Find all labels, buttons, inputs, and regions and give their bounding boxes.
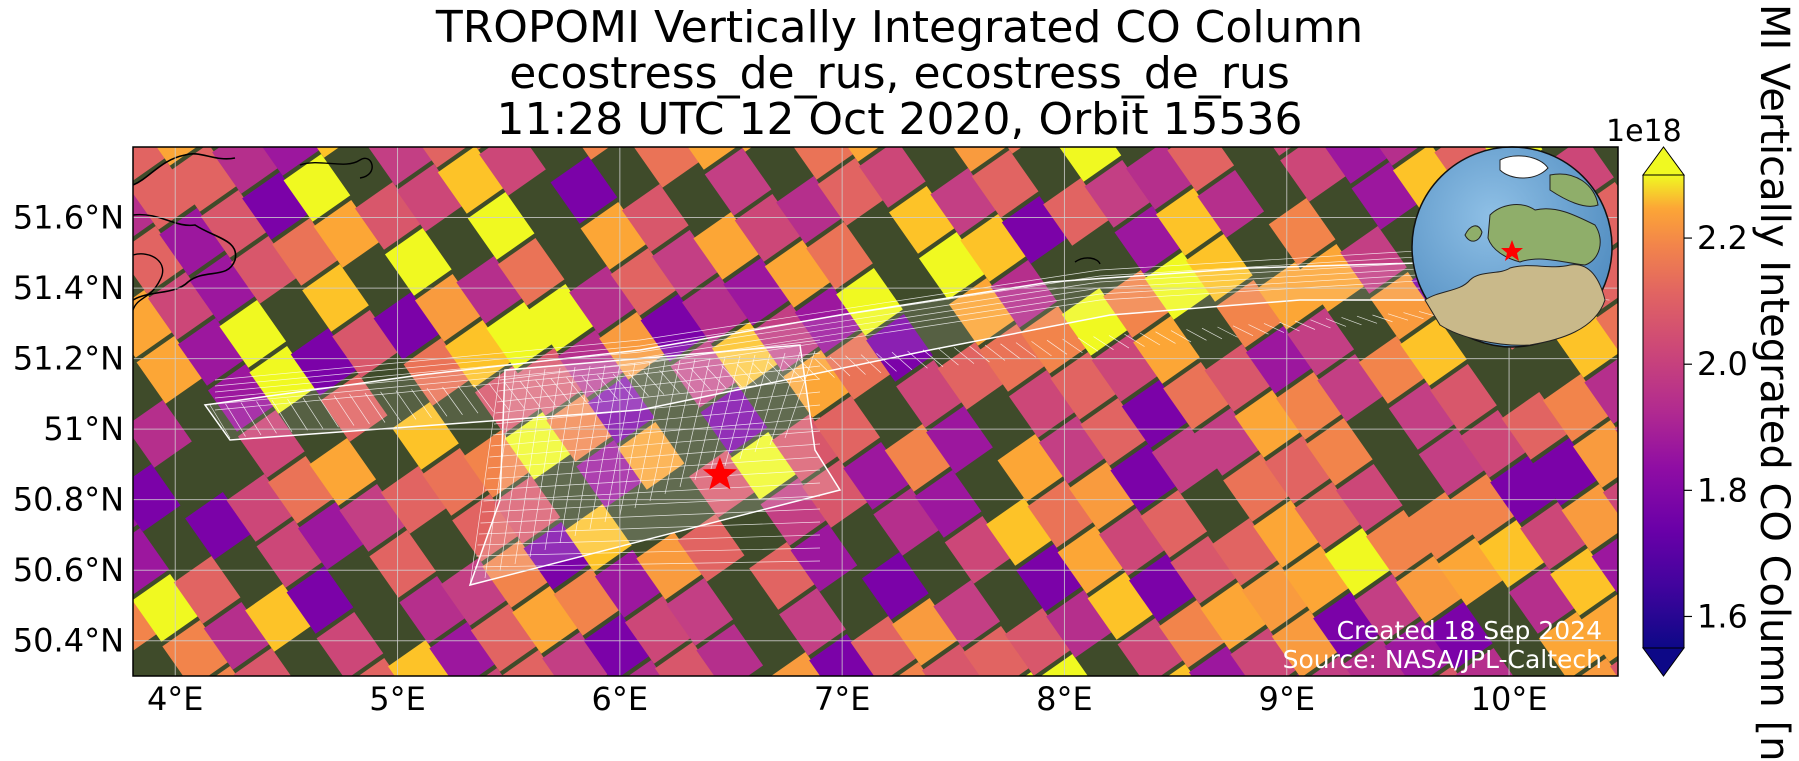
y-tick-label: 50.8°N <box>13 481 124 519</box>
x-tick-label: 4°E <box>147 680 204 718</box>
x-tick-label: 7°E <box>814 680 871 718</box>
y-axis-ticks: 51.6°N 51.4°N 51.2°N 51°N 50.8°N 50.6°N 50.4°N <box>13 199 124 660</box>
y-tick-label: 51°N <box>43 410 124 448</box>
source-annotation: Source: NASA/JPL-Caltech <box>1283 645 1602 674</box>
colorbar-tick-label: 1.8 <box>1697 471 1748 509</box>
map-area[interactable]: Created 18 Sep 2024 Source: NASA/JPL-Cal… <box>28 58 1734 726</box>
figure-title: TROPOMI Vertically Integrated CO Column … <box>0 0 1799 143</box>
y-tick-label: 50.6°N <box>13 551 124 589</box>
colorbar-ticks: 2.2 2.0 1.8 1.6 <box>1684 219 1748 635</box>
graticule <box>133 147 1618 676</box>
x-tick-label: 9°E <box>1258 680 1315 718</box>
colorbar: 2.2 2.0 1.8 1.6 <box>1642 146 1748 677</box>
coastline-layer <box>133 153 1101 311</box>
title-line-2: ecostress_de_rus, ecostress_de_rus <box>509 48 1290 99</box>
title-line-3: 11:28 UTC 12 Oct 2020, Orbit 15536 <box>496 94 1303 145</box>
colorbar-label: MI Vertically Integrated CO Column [n <box>1751 4 1797 761</box>
y-tick-label: 50.4°N <box>13 622 124 660</box>
star-icon <box>702 457 737 490</box>
x-tick-label: 8°E <box>1036 680 1093 718</box>
globe-icon <box>1411 146 1613 348</box>
y-tick-label: 51.2°N <box>13 340 124 378</box>
x-axis-ticks: 4°E 5°E 6°E 7°E 8°E 9°E 10°E <box>147 680 1548 718</box>
created-annotation: Created 18 Sep 2024 <box>1337 616 1602 645</box>
map-frame <box>132 146 1619 677</box>
title-line-1: TROPOMI Vertically Integrated CO Column <box>435 2 1364 53</box>
co-pixel-layer <box>133 147 1618 676</box>
y-tick-label: 51.4°N <box>13 269 124 307</box>
figure-canvas: Created 18 Sep 2024 Source: NASA/JPL-Cal… <box>13 58 1748 726</box>
ecostress-footprint <box>203 239 1610 587</box>
x-tick-label: 6°E <box>592 680 649 718</box>
colorbar-tick-label: 1.6 <box>1697 597 1748 635</box>
x-tick-label: 10°E <box>1471 680 1548 718</box>
colorbar-tick-label: 2.2 <box>1697 219 1748 257</box>
colorbar-tick-label: 2.0 <box>1697 345 1748 383</box>
y-tick-label: 51.6°N <box>13 199 124 237</box>
colorbar-multiplier: 1e18 <box>1606 114 1682 149</box>
x-tick-label: 5°E <box>369 680 426 718</box>
